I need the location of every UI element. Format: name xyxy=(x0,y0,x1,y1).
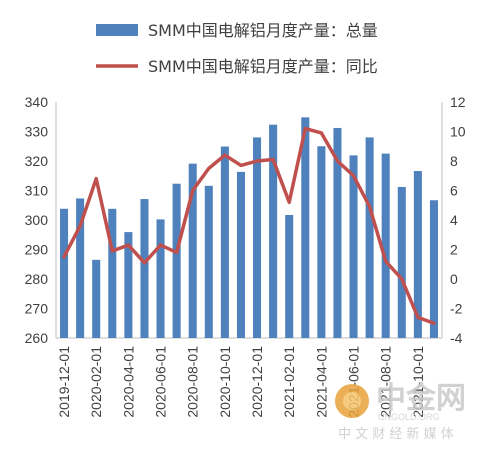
y-left-tick-label: 300 xyxy=(25,212,49,228)
bar xyxy=(188,163,197,338)
y-left-tick-label: 280 xyxy=(25,271,49,287)
watermark-url: CNGOLD.ORG xyxy=(378,412,440,422)
y-right-tick-label: 12 xyxy=(450,94,466,110)
bar xyxy=(349,155,358,338)
bar xyxy=(92,259,101,338)
y-right-tick-label: -4 xyxy=(450,330,463,346)
y-right-tick-label: -2 xyxy=(450,301,463,317)
bar xyxy=(333,127,342,339)
plot-area: 260 270 280 290 300 310 320 330 340 -4 -2 0 2 4 6 8 10 12… xyxy=(25,94,466,418)
bar xyxy=(397,186,406,338)
y-left-tick-label: 270 xyxy=(25,301,49,317)
bar xyxy=(269,124,278,338)
bar xyxy=(236,171,245,338)
bar xyxy=(172,183,181,338)
x-tick-label: 2021-10-01 xyxy=(410,346,426,418)
y-left-tick-label: 310 xyxy=(25,183,49,199)
line-series-yoy xyxy=(62,126,436,325)
y-left-tick-label: 260 xyxy=(25,330,49,346)
x-tick-label: 2020-02-01 xyxy=(88,346,104,418)
y-right-tick-label: 8 xyxy=(450,153,458,169)
bar xyxy=(413,171,422,338)
x-tick-label: 2020-10-01 xyxy=(217,346,233,418)
bar xyxy=(253,137,262,338)
bar xyxy=(76,198,85,338)
x-tick-label: 2020-08-01 xyxy=(185,346,201,418)
bar xyxy=(220,146,229,338)
legend: SMM中国电解铝月度产量：总量 SMM中国电解铝月度产量：同比 xyxy=(96,21,378,76)
bar xyxy=(108,208,117,338)
bar xyxy=(365,137,374,338)
y-right-tick-label: 0 xyxy=(450,271,458,287)
legend-swatch-bar xyxy=(96,24,138,36)
y-left-tick-label: 320 xyxy=(25,153,49,169)
y-right-tick-label: 4 xyxy=(450,212,458,228)
y-right-tick-label: 2 xyxy=(450,242,458,258)
y-right-tick-label: 10 xyxy=(450,124,466,140)
bar xyxy=(204,185,213,338)
bar xyxy=(156,219,165,338)
watermark-logo-inner xyxy=(343,392,361,410)
y-left-tick-label: 290 xyxy=(25,242,49,258)
watermark-title: 中金网 xyxy=(376,381,466,416)
bar xyxy=(429,200,438,338)
watermark-subtitle: 中 文 财 经 新 媒 体 xyxy=(338,426,454,442)
bar xyxy=(381,153,390,338)
x-tick-label: 2021-04-01 xyxy=(313,346,329,418)
watermark: 中金网 CNGOLD.ORG 中 文 财 经 新 媒 体 xyxy=(335,381,466,442)
x-tick-label: 2021-08-01 xyxy=(378,346,394,418)
x-tick-label: 2021-02-01 xyxy=(281,346,297,418)
bar xyxy=(124,232,133,338)
bar xyxy=(60,208,69,338)
y-right-tick-label: 6 xyxy=(450,183,458,199)
y-left-tick-label: 340 xyxy=(25,94,49,110)
x-tick-label: 2020-04-01 xyxy=(120,346,136,418)
x-tick-label: 2020-06-01 xyxy=(153,346,169,418)
x-tick-label: 2020-12-01 xyxy=(249,346,265,418)
bar xyxy=(301,117,310,338)
legend-label-total: SMM中国电解铝月度产量：总量 xyxy=(148,21,378,40)
bar xyxy=(140,199,149,338)
bar xyxy=(317,146,326,338)
x-tick-label: 2019-12-01 xyxy=(56,346,72,418)
y-left-tick-label: 330 xyxy=(25,124,49,140)
bar xyxy=(285,214,294,338)
legend-label-yoy: SMM中国电解铝月度产量：同比 xyxy=(148,57,378,76)
